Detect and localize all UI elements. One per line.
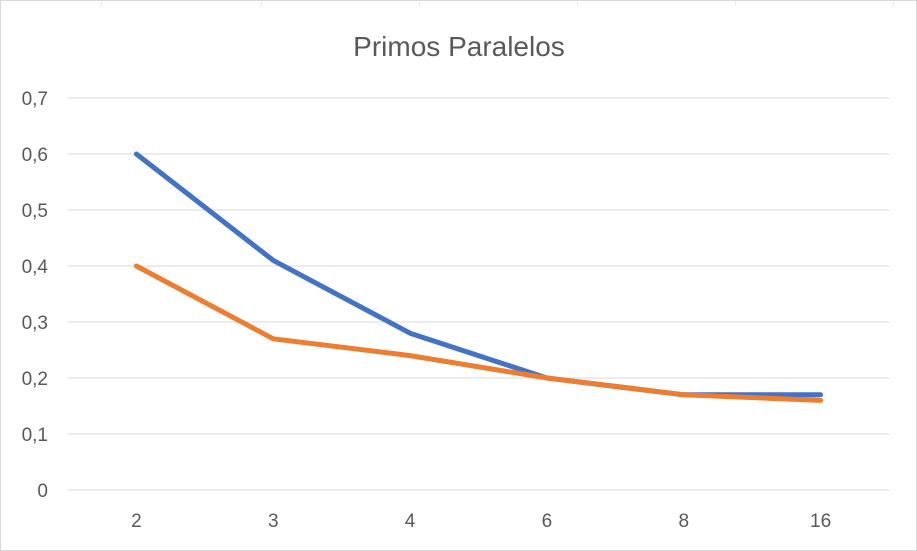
- chart-title: Primos Paralelos: [353, 31, 565, 62]
- sheet-gridline: [419, 1, 420, 5]
- sheet-gridline: [893, 1, 894, 5]
- x-axis-tick-labels: 2 3 4 6 8 16: [131, 511, 831, 532]
- x-tick-label: 2: [131, 511, 142, 532]
- y-tick-label: 0,1: [22, 425, 48, 446]
- y-tick-label: 0,2: [22, 369, 48, 390]
- series-line-2: [133, 263, 824, 403]
- series-line-1: [133, 151, 824, 398]
- y-tick-label: 0,5: [22, 201, 48, 222]
- sheet-gridline: [101, 1, 102, 5]
- gridlines: [68, 97, 889, 491]
- x-tick-label: 8: [678, 511, 689, 532]
- y-tick-label: 0: [37, 481, 48, 502]
- y-tick-label: 0,3: [22, 313, 48, 334]
- x-tick-label: 6: [542, 511, 553, 532]
- sheet-gridline: [261, 1, 262, 5]
- x-tick-label: 4: [405, 511, 416, 532]
- y-tick-label: 0,6: [22, 145, 48, 166]
- x-tick-label: 3: [268, 511, 279, 532]
- series-lines: [133, 151, 824, 403]
- sheet-gridline: [735, 1, 736, 5]
- y-axis-tick-labels: 0 0,1 0,2 0,3 0,4 0,5 0,6 0,7: [22, 89, 49, 502]
- x-tick-label: 16: [810, 511, 831, 532]
- y-tick-label: 0,7: [22, 89, 48, 110]
- y-tick-label: 0,4: [22, 257, 49, 278]
- sheet-gridline: [577, 1, 578, 5]
